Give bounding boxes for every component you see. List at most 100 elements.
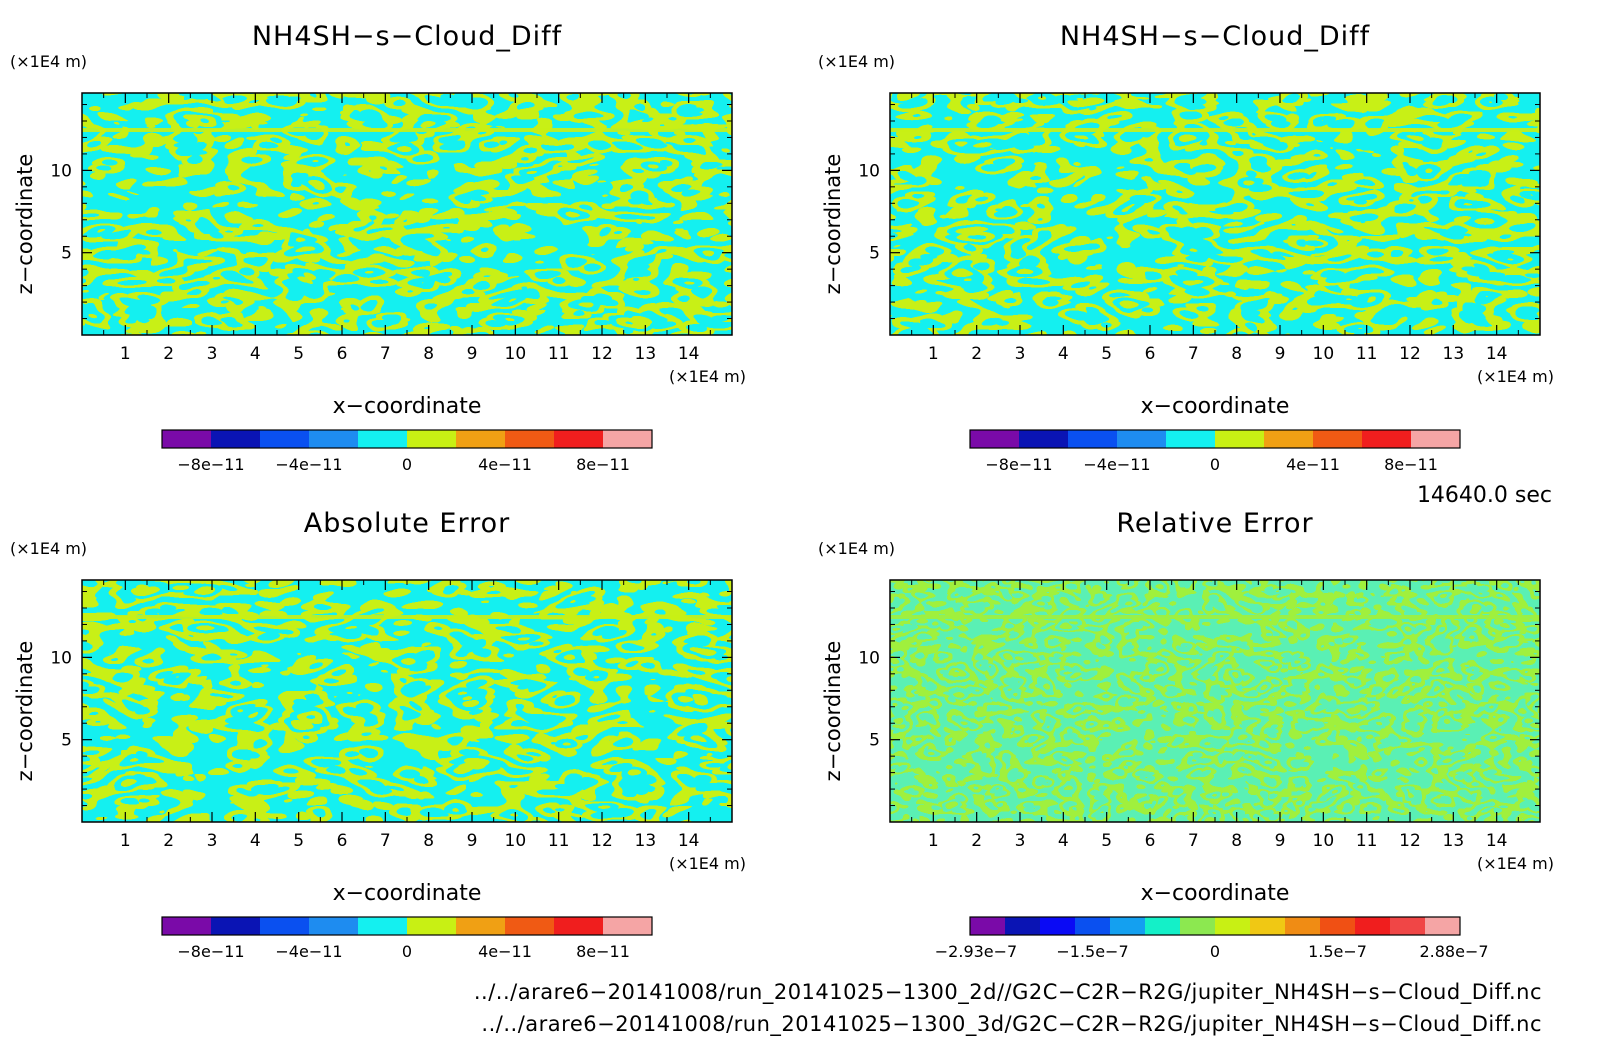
colorbar-frame [161,429,653,449]
colorbar-swatch [970,430,1019,448]
x-tick-label: 14 [1486,344,1508,364]
colorbar-swatch [1425,917,1460,935]
colorbar-frame [969,429,1461,449]
colorbar-tick-label: −4e−11 [1083,455,1150,474]
colorbar-swatch [1215,430,1264,448]
colorbar-swatch [1313,430,1362,448]
colorbar-tick-label: −8e−11 [177,455,244,474]
x-tick-label: 13 [635,344,657,364]
colorbar-swatch [554,917,603,935]
x-tick-label: 1 [120,831,131,851]
x-tick-label: 10 [1313,831,1335,851]
y-unit-label: (×1E4 m) [818,539,895,558]
field-band [890,615,1540,619]
x-tick-label: 10 [505,831,527,851]
x-axis-label: x−coordinate [1141,881,1290,906]
x-tick-label: 4 [250,344,261,364]
x-tick-label: 11 [548,831,570,851]
x-tick-label: 5 [1101,344,1112,364]
x-tick-label: 11 [548,344,570,364]
x-tick-label: 4 [250,831,261,851]
colorbar-tick-label: 1.5e−7 [1308,942,1367,961]
colorbar-swatch [358,917,407,935]
colorbar-swatch [211,430,260,448]
x-tick-label: 5 [293,831,304,851]
colorbar-swatch [456,430,505,448]
colorbar-swatch [260,430,309,448]
colorbar-swatch [554,430,603,448]
x-tick-label: 12 [1399,831,1421,851]
field-pattern [82,580,732,822]
colorbar-swatch [1005,917,1040,935]
colorbar-swatch [603,430,652,448]
colorbar-tick-label: −2.93e−7 [935,942,1017,961]
y-axis-label: z−coordinate [821,641,845,782]
chart-panel-1: 1 2 3 4 5 6 7 8 9 10 11 12 13 14510NH4SH−s−Cloud_Diff… [10,21,746,474]
colorbar-tick-label: −4e−11 [275,455,342,474]
file-path-3d: ../../arare6−20141008/run_20141025−1300_… [481,1012,1542,1036]
colorbar-swatch [1019,430,1068,448]
colorbar-swatch [162,430,211,448]
x-tick-label: 3 [207,344,218,364]
y-unit-label: (×1E4 m) [818,52,895,71]
colorbar-swatch [1075,917,1110,935]
x-tick-label: 5 [1101,831,1112,851]
colorbar-swatch [1264,430,1313,448]
colorbar-tick-label: 4e−11 [478,942,532,961]
x-tick-label: 12 [591,344,613,364]
colorbar-tick-label: 0 [1210,942,1220,961]
colorbar-swatch [407,917,456,935]
x-unit-label: (×1E4 m) [669,854,746,873]
y-tick-label: 10 [50,648,72,668]
x-tick-label: 8 [423,344,434,364]
colorbar-swatch [358,430,407,448]
x-tick-label: 14 [678,831,700,851]
x-tick-label: 8 [1231,831,1242,851]
x-tick-label: 4 [1058,831,1069,851]
y-axis-label: z−coordinate [13,641,37,782]
y-unit-label: (×1E4 m) [10,539,87,558]
x-tick-label: 9 [1275,831,1286,851]
x-tick-label: 14 [678,344,700,364]
colorbar-swatch [456,917,505,935]
x-unit-label: (×1E4 m) [669,367,746,386]
x-tick-label: 10 [1313,344,1335,364]
colorbar-tick-label: 4e−11 [1286,455,1340,474]
x-tick-label: 1 [928,831,939,851]
x-tick-label: 6 [337,344,348,364]
x-tick-label: 8 [1231,344,1242,364]
x-tick-label: 11 [1356,344,1378,364]
colorbar-tick-label: −8e−11 [985,455,1052,474]
file-path-2d: ../../arare6−20141008/run_20141025−1300_… [473,980,1542,1004]
chart-title: Relative Error [1116,508,1313,539]
y-tick-label: 10 [858,161,880,181]
x-unit-label: (×1E4 m) [1477,367,1554,386]
colorbar-tick-label: 0 [1210,455,1220,474]
y-axis-label: z−coordinate [821,154,845,295]
colorbar-swatch [1117,430,1166,448]
colorbar-tick-label: 4e−11 [478,455,532,474]
colorbar-swatch [970,917,1005,935]
x-tick-label: 2 [971,344,982,364]
x-tick-label: 4 [1058,344,1069,364]
colorbar-swatch [1362,430,1411,448]
chart-title: NH4SH−s−Cloud_Diff [1060,21,1371,52]
colorbar-swatch [211,917,260,935]
colorbar-swatch [309,917,358,935]
y-unit-label: (×1E4 m) [10,52,87,71]
x-tick-label: 2 [163,344,174,364]
x-tick-label: 12 [1399,344,1421,364]
colorbar-swatch [1250,917,1285,935]
colorbar-swatch [1320,917,1355,935]
y-tick-label: 5 [869,731,880,751]
field-pattern [82,93,732,335]
colorbar-swatch [1215,917,1250,935]
x-tick-label: 3 [1015,344,1026,364]
x-tick-label: 7 [380,831,391,851]
colorbar-swatch [407,430,456,448]
x-tick-label: 3 [207,831,218,851]
x-tick-label: 5 [293,344,304,364]
